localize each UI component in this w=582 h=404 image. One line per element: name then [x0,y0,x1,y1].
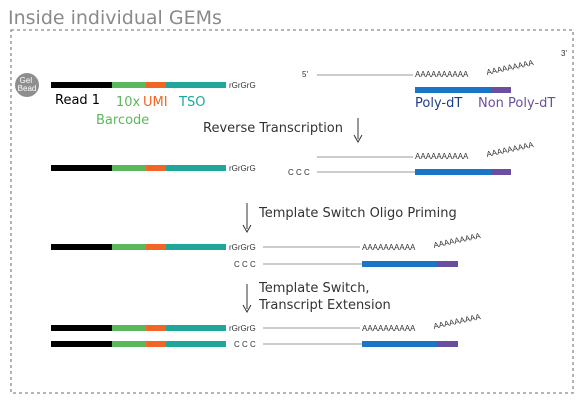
read1-label: Read 1 [55,93,100,108]
poly-a-tail-2: AAAAAAAAA [486,140,535,159]
read1-segment-1 [51,82,112,88]
rgrgrg-end-2: rGrGrG [229,164,256,173]
ccc-end-2: C C C [288,168,310,177]
step-tso-priming: Template Switch Oligo Priming [258,206,457,221]
step-transcript-extension: Transcript Extension [258,298,391,313]
gel-bead-text-2: Bead [18,84,37,93]
three-prime-end: 3' [561,49,567,58]
diagram-title: Inside individual GEMs [8,7,222,29]
rgrgrg-end-1: rGrGrG [229,81,256,90]
nonpolydt-segment-2 [491,169,511,175]
barcode-segment-1 [112,82,146,88]
polydt-segment-1 [415,87,491,93]
polydt-segment-3 [362,261,438,267]
gem-boundary [10,29,574,394]
tso-label: TSO [178,95,205,110]
polydt-label: Poly-dT [415,96,462,111]
arrow-head-1-icon [353,134,363,144]
tso-segment-4b [166,341,226,347]
polydt-segment-4 [362,341,438,347]
tso-segment-4a [166,325,226,331]
umi-label: UMI [143,95,168,110]
poly-a-tail-3: AAAAAAAAA [433,231,482,250]
barcode-segment-2 [112,165,146,171]
umi-segment-4a [146,325,166,331]
step-reverse-transcription: Reverse Transcription [203,121,343,136]
poly-a-4: AAAAAAAAAA [362,324,416,333]
step-template-switch: Template Switch, [258,281,370,296]
ccc-end-3: C C C [234,260,256,269]
barcode-segment-4a [112,325,146,331]
rgrgrg-end-4: rGrGrG [229,324,256,333]
umi-segment-3 [146,244,166,250]
arrow-head-2-icon [242,224,252,234]
tenx-label: 10x [116,95,141,110]
barcode-segment-3 [112,244,146,250]
read1-segment-3 [51,244,112,250]
read1-segment-4b [51,341,112,347]
nonpolydt-segment-1 [491,87,511,93]
polydt-segment-2 [415,169,491,175]
tso-segment-1 [166,82,226,88]
poly-a-2: AAAAAAAAAA [415,152,469,161]
barcode-label: Barcode [96,113,149,128]
nonpolydt-segment-3 [438,261,458,267]
poly-a-tail-1: AAAAAAAAA [486,58,535,77]
poly-a-tail-4: AAAAAAAAA [433,312,482,331]
gel-bead-text-1: Gel [20,76,33,85]
barcode-segment-4b [112,341,146,347]
nonpolydt-segment-4 [438,341,458,347]
nonpolydt-label: Non Poly-dT [478,96,555,111]
read1-segment-4a [51,325,112,331]
gel-bead-label: Gel Bead [18,76,37,93]
umi-segment-4b [146,341,166,347]
read1-segment-2 [51,165,112,171]
arrow-head-3-icon [242,304,252,314]
poly-a-3: AAAAAAAAAA [362,243,416,252]
umi-segment-1 [146,82,166,88]
tso-segment-2 [166,165,226,171]
poly-a-1: AAAAAAAAAA [415,70,469,79]
tso-segment-3 [166,244,226,250]
rgrgrg-end-3: rGrGrG [229,243,256,252]
ccc-end-4: C C C [234,340,256,349]
gel-bead-icon [15,73,39,97]
five-prime-end: 5' [302,70,308,79]
umi-segment-2 [146,165,166,171]
